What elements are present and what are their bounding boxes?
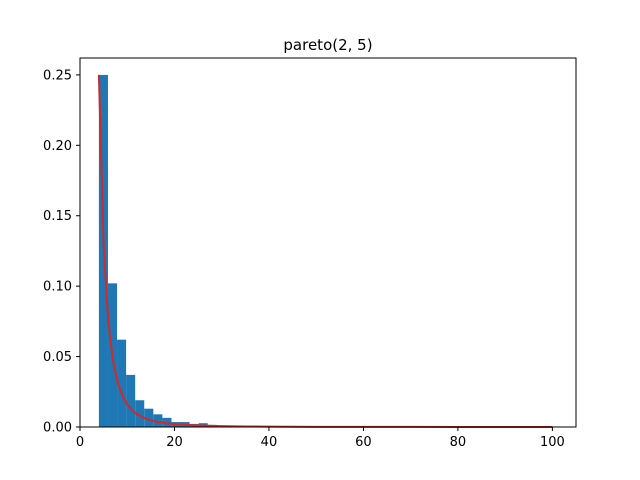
y-tick-label: 0.05 xyxy=(43,350,72,365)
y-tick-label: 0.15 xyxy=(43,209,72,224)
x-tick-label: 80 xyxy=(450,435,467,450)
histogram-bar xyxy=(153,414,163,427)
chart-title: pareto(2, 5) xyxy=(283,36,372,54)
plot-area-frame xyxy=(79,57,577,428)
y-tick-label: 0.00 xyxy=(43,421,72,436)
y-axis-ticks: 0.00 0.05 0.10 0.15 0.20 0.25 xyxy=(43,68,80,436)
x-tick-label: 60 xyxy=(355,435,372,450)
histogram-bar xyxy=(117,339,127,427)
x-tick-label: 0 xyxy=(76,435,84,450)
x-tick-label: 40 xyxy=(261,435,278,450)
y-tick-label: 0.25 xyxy=(43,68,72,83)
histogram-bar xyxy=(126,374,136,427)
y-tick-label: 0.20 xyxy=(43,139,72,154)
histogram-bar xyxy=(144,408,154,427)
x-tick-label: 100 xyxy=(540,435,565,450)
histogram-bar xyxy=(135,400,145,427)
y-tick-label: 0.10 xyxy=(43,280,72,295)
x-tick-label: 20 xyxy=(166,435,183,450)
x-axis-ticks: 0 20 40 60 80 100 xyxy=(76,427,565,450)
